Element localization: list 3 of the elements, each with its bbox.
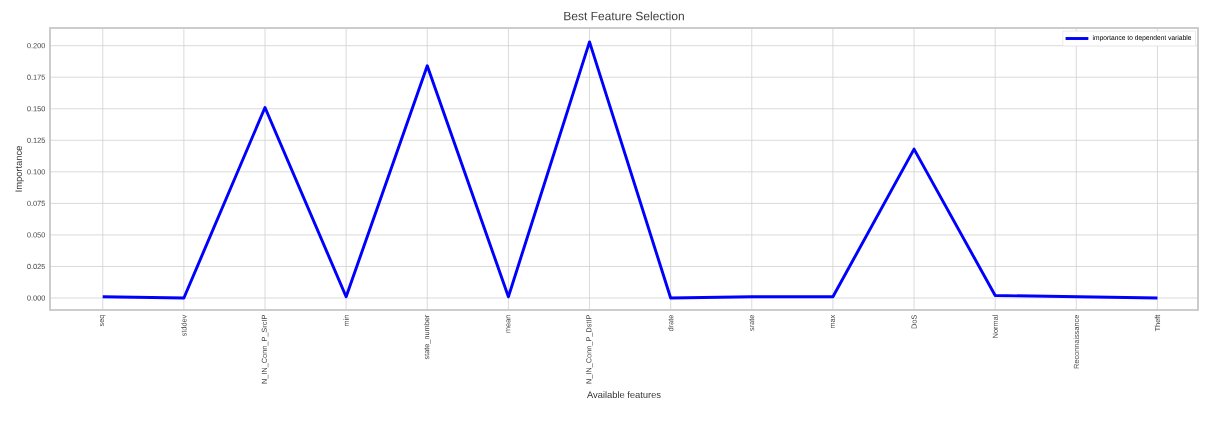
x-axis-title: Available features <box>587 391 661 399</box>
y-axis-title: Importance <box>15 146 24 192</box>
chart-title: Best Feature Selection <box>564 11 684 21</box>
